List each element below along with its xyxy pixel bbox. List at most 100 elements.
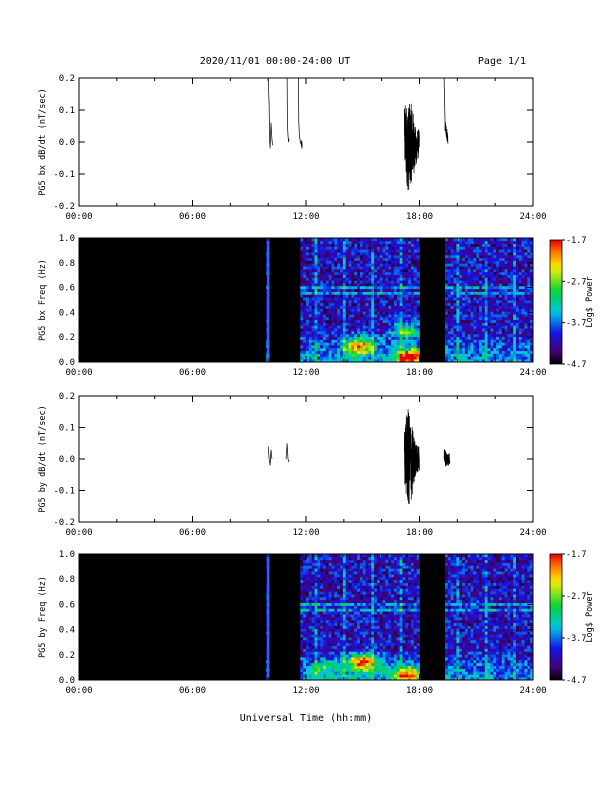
spectrogram-cell [323, 674, 327, 678]
spectrogram-cell [359, 322, 364, 326]
spectrogram-cell [323, 565, 327, 569]
spectrogram-cell [345, 559, 349, 563]
spectrogram-cell [348, 311, 352, 315]
spectrogram-cell [510, 246, 514, 250]
spectrogram-cell [379, 342, 383, 346]
spectrogram-cell [374, 345, 378, 349]
spectrogram-cell [368, 333, 372, 337]
spectrogram-cell [459, 240, 463, 244]
spectrogram-cell [300, 314, 304, 318]
spectrogram-cell [521, 328, 525, 332]
spectrogram-cell [524, 252, 528, 256]
spectrogram-cell [490, 308, 494, 312]
spectrogram-cell [311, 596, 315, 601]
spectrogram-cell [340, 322, 344, 326]
spectrogram-cell [376, 297, 381, 301]
spectrogram-cell [303, 260, 307, 264]
spectrogram-cell [391, 671, 395, 675]
spectrogram-cell [331, 619, 335, 624]
spectrogram-cell [527, 356, 531, 360]
spectrogram-cell [357, 596, 361, 601]
spectrogram-cell [337, 347, 341, 352]
colorbar-tick-label: -4.7 [566, 360, 586, 370]
spectrogram-cell [351, 617, 355, 621]
spectrogram-cell [391, 665, 395, 669]
spectrogram-cell [524, 308, 528, 312]
spectrogram-cell [348, 254, 352, 259]
spectrogram-cell [368, 308, 372, 312]
spectrogram-cell [362, 639, 366, 644]
spectrogram-cell [385, 582, 389, 586]
spectrogram-cell [374, 356, 378, 360]
spectrogram-cell [521, 316, 525, 321]
spectrogram-cell [510, 308, 514, 312]
spectrogram-cell [359, 556, 364, 561]
spectrogram-cell [484, 356, 488, 360]
spectrogram-cell [447, 305, 452, 309]
spectrogram-cell [450, 325, 454, 329]
spectrogram-cell [365, 350, 369, 354]
spectrogram-cell [530, 305, 534, 309]
spectrogram-cell [476, 271, 480, 275]
spectrogram-cell [445, 274, 449, 278]
spectrogram-cell [498, 288, 503, 292]
spectrogram-cell [328, 614, 332, 618]
spectrogram-cell [479, 294, 483, 298]
spectrogram-cell [476, 285, 480, 290]
spectrogram-cell [311, 249, 315, 253]
spectrogram-cell [303, 325, 307, 329]
spectrogram-cell [385, 339, 389, 343]
spectrogram-cell [368, 345, 372, 349]
spectrogram-cell [342, 634, 347, 638]
spectrogram-cell [396, 285, 400, 290]
spectrogram-cell [476, 260, 480, 264]
spectrogram-cell [450, 353, 454, 357]
spectrogram-cell [325, 266, 330, 270]
spectrogram-cell [311, 314, 315, 318]
spectrogram-cell [484, 246, 488, 250]
spectrogram-cell [379, 562, 383, 566]
spectrogram-cell [464, 291, 469, 295]
spectrogram-cell [371, 562, 375, 566]
spectrogram-cells [266, 238, 534, 363]
spectrogram-cell [456, 283, 460, 287]
spectrogram-cell [510, 269, 514, 273]
spectrogram-cell [359, 631, 364, 635]
spectrogram-cell [348, 608, 352, 612]
spectrogram-cell [331, 554, 335, 558]
spectrogram-cell [340, 556, 344, 561]
spectrogram-cell [374, 568, 378, 572]
spectrogram-cell [518, 328, 522, 332]
spectrogram-cell [391, 254, 395, 259]
spectrogram-cell [357, 291, 361, 295]
spectrogram-cell [385, 602, 389, 606]
spectrogram-cell [342, 617, 347, 621]
spectrogram-cell [306, 350, 310, 354]
spectrogram-cell [484, 314, 488, 318]
spectrogram-cell [317, 565, 321, 569]
spectrogram-cell [354, 274, 358, 278]
spectrogram-cell [314, 576, 318, 581]
spectrogram-cell [388, 625, 392, 629]
spectrogram-cell [325, 571, 330, 575]
spectrogram-cell [487, 285, 491, 290]
spectrogram-cell [493, 277, 497, 281]
spectrogram-cell [518, 314, 522, 318]
spectrogram-cell [342, 608, 347, 612]
spectrogram-cell [357, 576, 361, 581]
spectrogram-cell [351, 654, 355, 658]
spectrogram-cell [334, 271, 338, 275]
spectrogram-cell [323, 622, 327, 626]
spectrogram-cell [300, 277, 304, 281]
spectrogram-cell [470, 266, 474, 270]
spectrogram-cell [493, 345, 497, 349]
spectrogram-cell [510, 260, 514, 264]
spectrogram-cell [487, 328, 491, 332]
spectrogram-cell [306, 288, 310, 292]
spectrogram-cell [498, 260, 503, 264]
spectrogram-cell [371, 322, 375, 326]
spectrogram-cell [345, 333, 349, 337]
spectrogram-cell [340, 308, 344, 312]
spectrogram-cell [303, 249, 307, 253]
spectrogram-cell [342, 266, 347, 270]
